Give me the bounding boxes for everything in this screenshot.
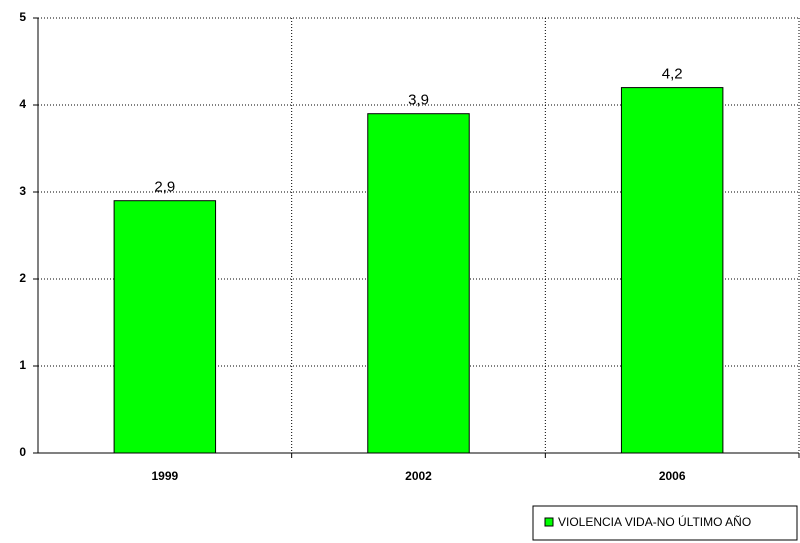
legend-swatch — [544, 517, 554, 527]
x-tick-label: 2006 — [659, 469, 686, 483]
y-tick-label: 3 — [19, 184, 26, 198]
value-label: 3,9 — [408, 92, 429, 109]
legend-label: VIOLENCIA VIDA-NO ÚLTIMO AÑO — [558, 514, 751, 529]
bar — [113, 200, 217, 454]
value-label: 4,2 — [662, 66, 683, 83]
y-tick-label: 4 — [19, 97, 26, 111]
bar — [367, 113, 470, 454]
y-tick-label: 5 — [19, 10, 26, 24]
x-tick-label: 2002 — [405, 469, 432, 483]
value-label: 2,9 — [154, 179, 175, 196]
y-tick-label: 0 — [19, 445, 26, 459]
legend-box — [532, 505, 798, 541]
x-tick-label: 1999 — [151, 469, 178, 483]
bar — [620, 87, 724, 454]
y-tick-label: 1 — [19, 358, 26, 372]
y-tick-label: 2 — [19, 271, 26, 285]
